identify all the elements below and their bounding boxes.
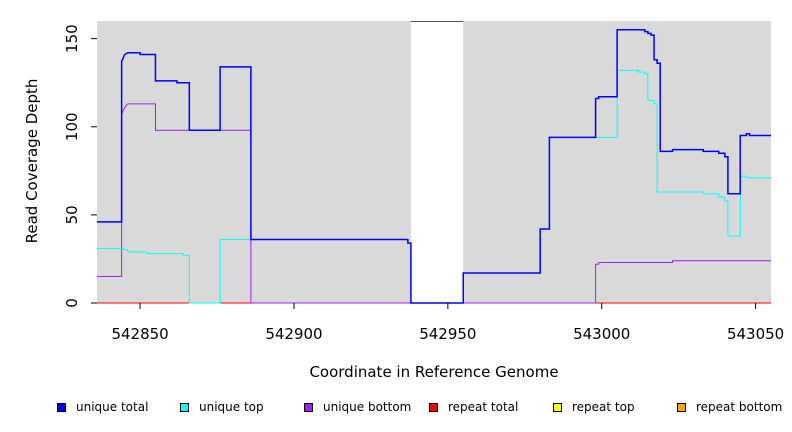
y-tick-label: 100 bbox=[63, 112, 81, 141]
legend-swatch-repeat-bottom bbox=[677, 402, 686, 412]
legend-swatch-unique-total bbox=[57, 402, 66, 412]
legend-label: unique top bbox=[199, 400, 264, 414]
legend-label: repeat total bbox=[448, 400, 519, 414]
y-axis-title: Read Coverage Depth bbox=[23, 79, 41, 244]
legend-item-unique-top: unique top bbox=[180, 400, 264, 414]
x-tick-label: 542950 bbox=[419, 325, 476, 343]
x-axis-title: Coordinate in Reference Genome bbox=[309, 363, 558, 381]
y-tick-label: 50 bbox=[63, 205, 81, 224]
coverage-chart: 542850 542900 542950 543000 543050 0 50 100 150… bbox=[23, 21, 784, 381]
y-tick-label: 150 bbox=[63, 24, 81, 53]
legend-label: unique total bbox=[76, 400, 149, 414]
legend-swatch-unique-bottom bbox=[304, 402, 313, 412]
legend-item-unique-total: unique total bbox=[57, 400, 148, 414]
x-tick-label: 542900 bbox=[265, 325, 322, 343]
x-axis: 542850 542900 542950 543000 543050 bbox=[111, 303, 784, 343]
gap-region bbox=[410, 21, 464, 303]
y-tick-label: 0 bbox=[63, 298, 81, 308]
legend-swatch-unique-top bbox=[180, 402, 189, 412]
legend-label: repeat bottom bbox=[696, 400, 783, 414]
legend-swatch-repeat-total bbox=[429, 402, 438, 412]
legend-label: repeat top bbox=[572, 400, 635, 414]
series-layer bbox=[97, 29, 771, 304]
legend-item-repeat-total: repeat total bbox=[429, 400, 518, 414]
legend-item-repeat-top: repeat top bbox=[553, 400, 635, 414]
legend-item-repeat-bottom: repeat bottom bbox=[677, 400, 782, 414]
x-tick-label: 542850 bbox=[111, 325, 168, 343]
series-unique-total bbox=[97, 29, 771, 304]
series-unique-top bbox=[97, 69, 771, 304]
legend-swatch-repeat-top bbox=[553, 402, 562, 412]
y-axis: 0 50 100 150 bbox=[63, 24, 97, 308]
x-tick-label: 543000 bbox=[573, 325, 630, 343]
legend-label: unique bottom bbox=[323, 400, 412, 414]
legend-item-unique-bottom: unique bottom bbox=[304, 400, 411, 414]
x-tick-label: 543050 bbox=[727, 325, 784, 343]
legend: unique total unique top unique bottom re… bbox=[0, 400, 792, 418]
